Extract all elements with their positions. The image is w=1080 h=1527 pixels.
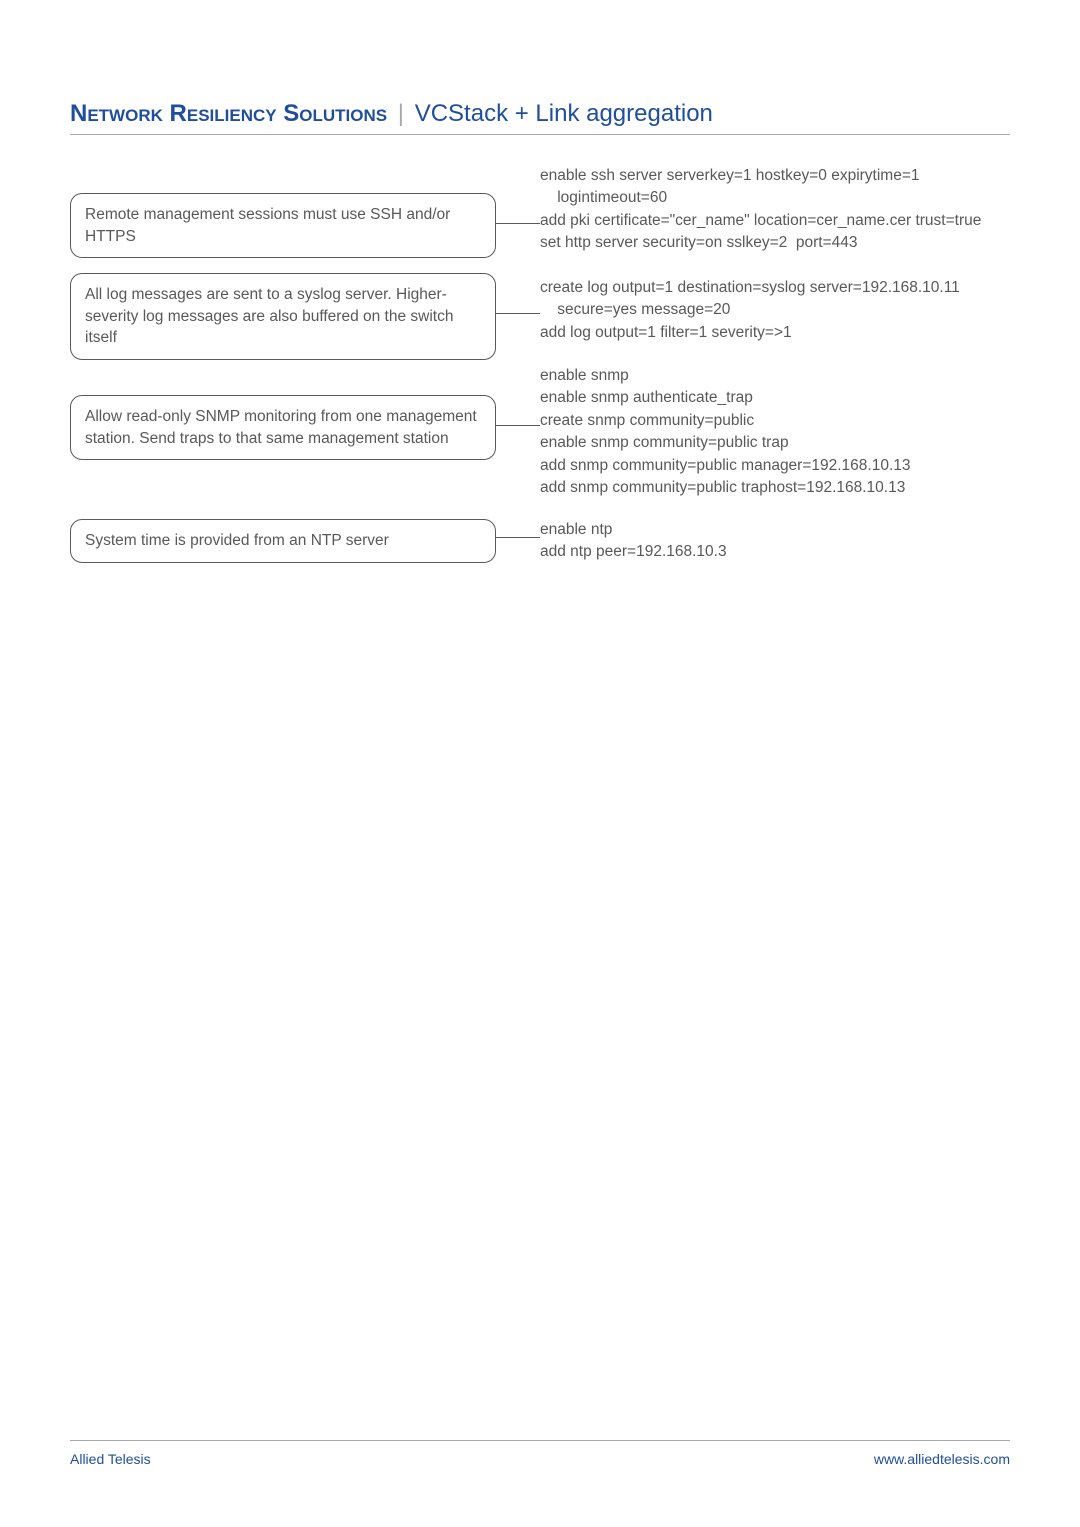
- command-block: create log output=1 destination=syslog s…: [540, 277, 960, 344]
- title-subtitle: VCStack + Link aggregation: [415, 100, 713, 127]
- page-footer: Allied Telesis www.alliedtelesis.com: [70, 1440, 1010, 1467]
- footer-brand: Allied Telesis: [70, 1451, 151, 1467]
- connector-line: [496, 223, 540, 224]
- footer-url: www.alliedtelesis.com: [874, 1451, 1010, 1467]
- page-title: Network Resiliency Solutions | VCStack +…: [70, 100, 1010, 128]
- description-box: Allow read-only SNMP monitoring from one…: [70, 395, 496, 460]
- page-header: Network Resiliency Solutions | VCStack +…: [70, 100, 1010, 135]
- command-block: enable snmp enable snmp authenticate_tra…: [540, 365, 911, 500]
- title-separator: |: [394, 100, 408, 127]
- command-block: enable ssh server serverkey=1 hostkey=0 …: [540, 165, 981, 255]
- connector-line: [496, 425, 540, 426]
- description-box: Remote management sessions must use SSH …: [70, 193, 496, 258]
- description-box: All log messages are sent to a syslog se…: [70, 273, 496, 360]
- title-bold: Network Resiliency Solutions: [70, 100, 387, 127]
- connector-line: [496, 313, 540, 314]
- description-box: System time is provided from an NTP serv…: [70, 519, 496, 563]
- command-block: enable ntp add ntp peer=192.168.10.3: [540, 519, 727, 564]
- connector-line: [496, 537, 540, 538]
- content-area: Remote management sessions must use SSH …: [70, 165, 1010, 1265]
